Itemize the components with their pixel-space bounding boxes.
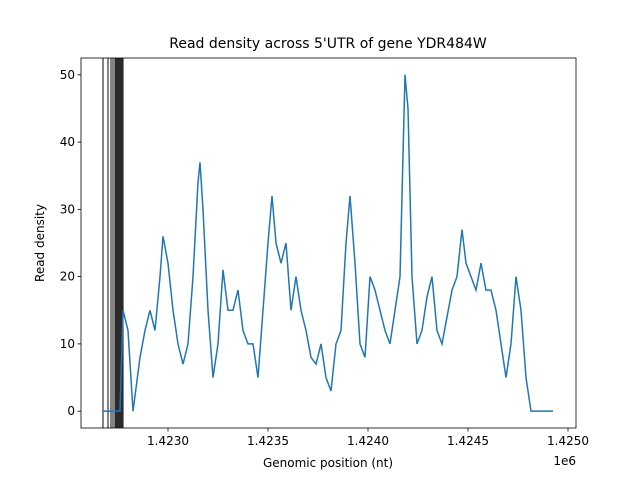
x-tick-label: 1.4250	[547, 434, 589, 448]
y-tick-label: 0	[67, 404, 75, 418]
chart-title: Read density across 5'UTR of gene YDR484…	[169, 36, 487, 52]
x-tick-label: 1.4230	[147, 434, 189, 448]
x-tick-label: 1.4240	[347, 434, 389, 448]
y-axis-label: Read density	[33, 204, 47, 282]
data-line	[103, 74, 553, 412]
axes-frame	[80, 57, 577, 429]
y-tick-label: 50	[60, 68, 75, 82]
y-tick-label: 10	[60, 337, 75, 351]
x-tick-label: 1.4245	[447, 434, 489, 448]
x-tick-label: 1.4235	[247, 434, 289, 448]
x-offset-label: 1e6	[553, 454, 576, 468]
x-axis-label: Genomic position (nt)	[263, 456, 393, 470]
y-tick-label: 20	[60, 270, 75, 284]
y-tick-label: 30	[60, 202, 75, 216]
y-tick-label: 40	[60, 135, 75, 149]
plot-area	[102, 58, 553, 428]
